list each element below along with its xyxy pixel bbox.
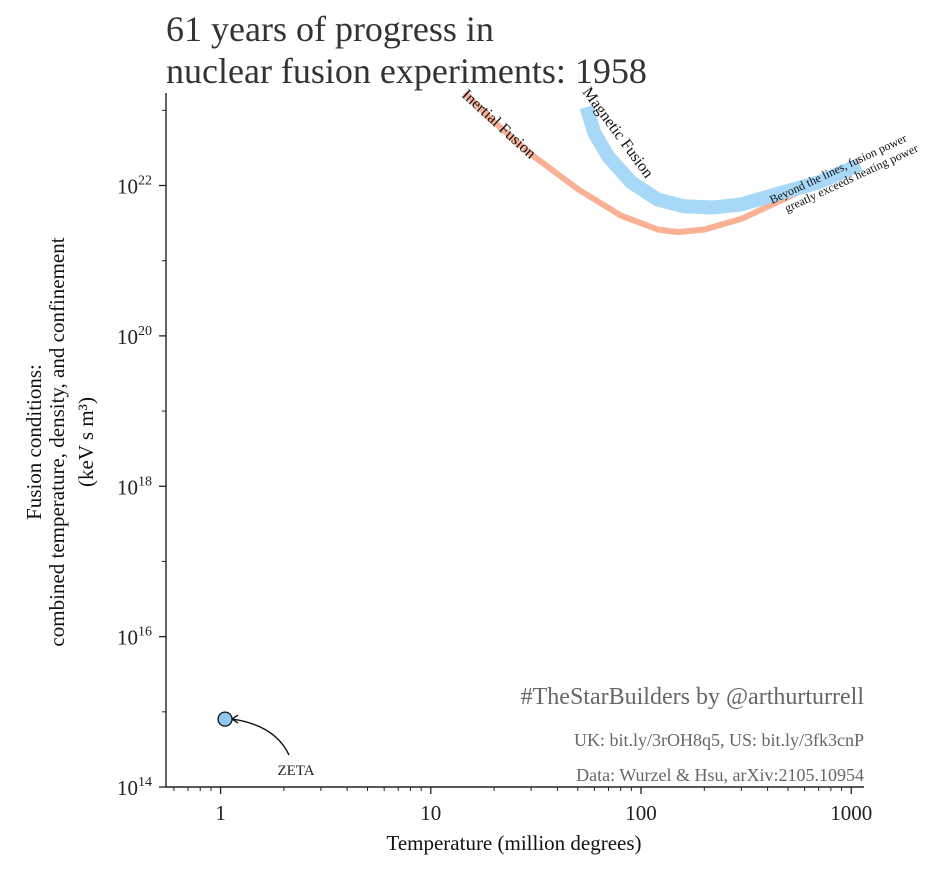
y-tick-label: 1020	[117, 324, 152, 349]
chart-title-year: 1958	[574, 51, 647, 91]
chart-title-prefix: nuclear fusion experiments:	[166, 51, 575, 91]
y-axis-label-line-3: (keV s m³)	[74, 397, 98, 487]
point-annotation-arrow	[231, 718, 290, 756]
y-axis-label: Fusion conditions: combined temperature,…	[22, 237, 98, 646]
y-tick-label: 1018	[117, 474, 152, 499]
x-tick-label: 1000	[830, 801, 872, 825]
threshold-curves	[462, 90, 863, 236]
threshold-curve-magnetic-fusion	[579, 105, 863, 215]
links-credit: UK: bit.ly/3rOH8q5, US: bit.ly/3fk3cnP	[574, 730, 864, 750]
point-annotation-arrowhead	[231, 714, 239, 724]
hashtag-credit: #TheStarBuilders by @arthurturrell	[521, 684, 865, 710]
point-label-zeta: ZETA	[277, 763, 314, 779]
y-tick-label: 1014	[117, 775, 152, 800]
data-points: ZETA	[217, 711, 315, 779]
chart-title-line-1: 61 years of progress in	[166, 9, 494, 49]
chart-title-line-2: nuclear fusion experiments: 1958	[166, 50, 647, 92]
x-tick-label: 10	[420, 801, 441, 825]
x-axis-label: Temperature (million degrees)	[386, 831, 641, 855]
y-tick-label: 1016	[117, 625, 152, 650]
y-axis-label-line-2: combined temperature, density, and confi…	[45, 237, 69, 646]
y-axis-label-line-1: Fusion conditions:	[22, 364, 46, 520]
x-tick-label: 100	[625, 801, 657, 825]
chart-axes	[165, 93, 864, 788]
data-source-credit: Data: Wurzel & Hsu, arXiv:2105.10954	[576, 765, 864, 785]
axis-ticks: 1 10 100 1000 1014 1016 1018 1020 1022	[117, 109, 872, 825]
data-point-zeta	[217, 711, 233, 727]
threshold-curve-inertial-fusion	[462, 90, 862, 236]
y-tick-label: 1022	[117, 174, 152, 199]
x-tick-label: 1	[215, 801, 226, 825]
curve-label-inertial-fusion: Inertial Fusion	[458, 86, 539, 162]
